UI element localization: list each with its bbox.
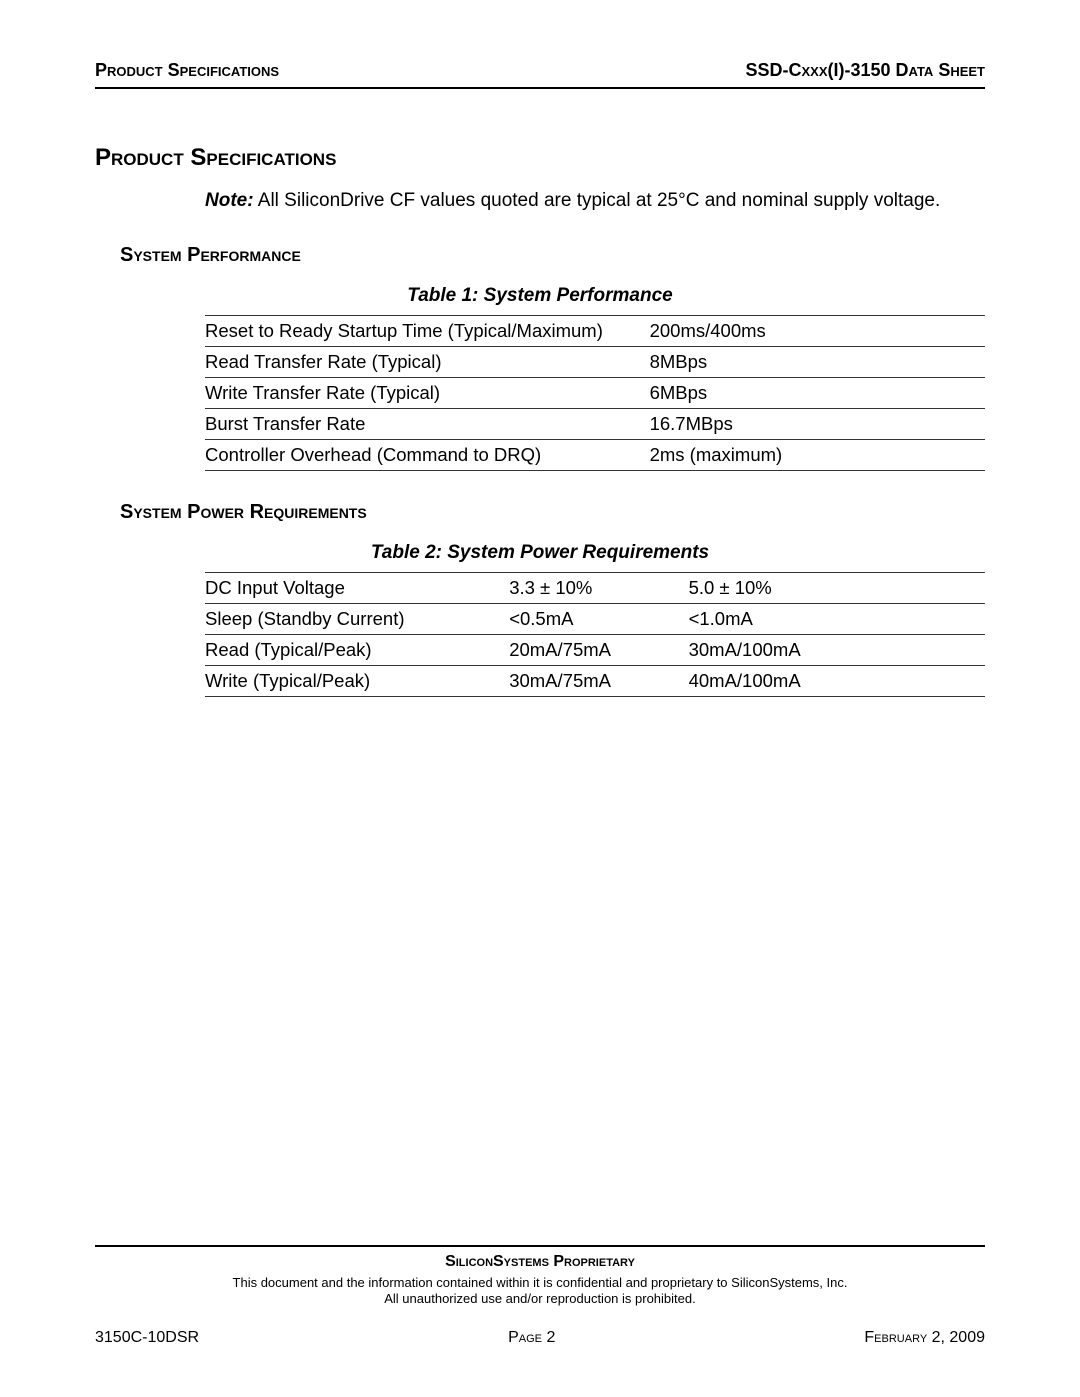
- table-cell: Write Transfer Rate (Typical): [205, 377, 650, 408]
- table-cell: Write (Typical/Peak): [205, 665, 509, 696]
- footer-rule: [95, 1245, 985, 1247]
- section-title-performance: System Performance: [120, 244, 985, 267]
- header-right: SSD-Cxxx(I)-3150 Data Sheet: [745, 60, 985, 81]
- table-row: Write (Typical/Peak) 30mA/75mA 40mA/100m…: [205, 665, 985, 696]
- table2-caption: Table 2: System Power Requirements: [95, 542, 985, 564]
- table-row: Sleep (Standby Current) <0.5mA <1.0mA: [205, 603, 985, 634]
- proprietary-line2: All unauthorized use and/or reproduction…: [384, 1291, 695, 1306]
- table-row: DC Input Voltage 3.3 ± 10% 5.0 ± 10%: [205, 572, 985, 603]
- page-header: Product Specifications SSD-Cxxx(I)-3150 …: [95, 60, 985, 89]
- footer-right: February 2, 2009: [864, 1329, 985, 1347]
- table-power-requirements: DC Input Voltage 3.3 ± 10% 5.0 ± 10% Sle…: [205, 572, 985, 697]
- table1-caption: Table 1: System Performance: [95, 285, 985, 307]
- table-row: Reset to Ready Startup Time (Typical/Max…: [205, 315, 985, 346]
- table-system-performance: Reset to Ready Startup Time (Typical/Max…: [205, 315, 985, 471]
- header-left: Product Specifications: [95, 60, 279, 81]
- table-cell: 6MBps: [650, 377, 985, 408]
- table-cell: 30mA/75mA: [509, 665, 688, 696]
- table-cell: 8MBps: [650, 346, 985, 377]
- footer-row: 3150C-10DSR Page 2 February 2, 2009: [95, 1329, 985, 1347]
- section-title-power: System Power Requirements: [120, 501, 985, 524]
- footer-left: 3150C-10DSR: [95, 1329, 199, 1347]
- page-title: Product Specifications: [95, 144, 985, 172]
- table-row: Burst Transfer Rate 16.7MBps: [205, 408, 985, 439]
- note-label: Note:: [205, 190, 254, 211]
- page-footer: SiliconSystems Proprietary This document…: [95, 1245, 985, 1348]
- table-cell: DC Input Voltage: [205, 572, 509, 603]
- proprietary-text: This document and the information contai…: [95, 1275, 985, 1308]
- table-cell: Sleep (Standby Current): [205, 603, 509, 634]
- table-row: Read (Typical/Peak) 20mA/75mA 30mA/100mA: [205, 634, 985, 665]
- table-cell: 200ms/400ms: [650, 315, 985, 346]
- table-cell: Read (Typical/Peak): [205, 634, 509, 665]
- table-cell: 16.7MBps: [650, 408, 985, 439]
- table-cell: 30mA/100mA: [689, 634, 985, 665]
- table-cell: 5.0 ± 10%: [689, 572, 985, 603]
- table-cell: 2ms (maximum): [650, 439, 985, 470]
- table-cell: Reset to Ready Startup Time (Typical/Max…: [205, 315, 650, 346]
- table-row: Controller Overhead (Command to DRQ) 2ms…: [205, 439, 985, 470]
- footer-center: Page 2: [508, 1329, 555, 1347]
- table-cell: 3.3 ± 10%: [509, 572, 688, 603]
- table-row: Write Transfer Rate (Typical) 6MBps: [205, 377, 985, 408]
- table-cell: 40mA/100mA: [689, 665, 985, 696]
- table-cell: Burst Transfer Rate: [205, 408, 650, 439]
- note-text: All SiliconDrive CF values quoted are ty…: [254, 190, 941, 211]
- proprietary-title: SiliconSystems Proprietary: [95, 1253, 985, 1271]
- table-cell: <1.0mA: [689, 603, 985, 634]
- table-row: Read Transfer Rate (Typical) 8MBps: [205, 346, 985, 377]
- table-cell: Controller Overhead (Command to DRQ): [205, 439, 650, 470]
- table-cell: Read Transfer Rate (Typical): [205, 346, 650, 377]
- table-cell: 20mA/75mA: [509, 634, 688, 665]
- proprietary-line1: This document and the information contai…: [233, 1275, 848, 1290]
- table-cell: <0.5mA: [509, 603, 688, 634]
- note-block: Note: All SiliconDrive CF values quoted …: [205, 188, 985, 214]
